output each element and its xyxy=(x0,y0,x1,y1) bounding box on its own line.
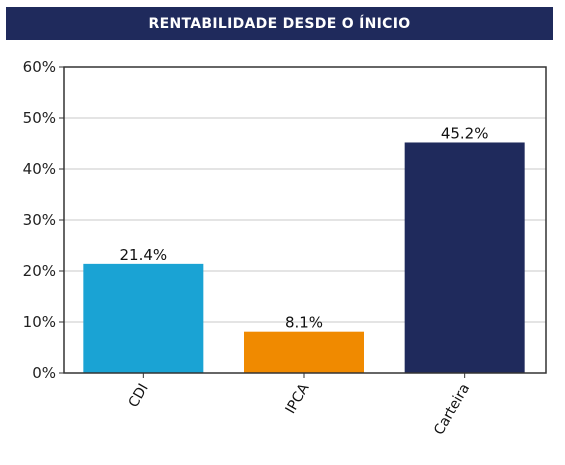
bar-cdi xyxy=(83,263,204,373)
bars xyxy=(83,142,525,373)
bar-ipca xyxy=(244,331,364,373)
category-labels: CDI IPCA Carteira xyxy=(126,373,473,438)
category-label-ipca: IPCA xyxy=(283,381,313,417)
y-tick-label: 10% xyxy=(23,313,56,331)
data-labels: 21.4% 8.1% 45.2% xyxy=(120,124,489,331)
y-tick-label: 30% xyxy=(23,211,56,229)
bar-carteira xyxy=(404,142,525,373)
data-label-carteira: 45.2% xyxy=(441,124,489,142)
y-tick-label: 0% xyxy=(32,364,56,382)
y-tick-label: 60% xyxy=(23,58,56,76)
data-label-ipca: 8.1% xyxy=(285,314,323,332)
y-axis-ticks: 0% 10% 20% 30% 40% 50% 60% xyxy=(23,58,64,382)
data-label-cdi: 21.4% xyxy=(120,246,168,264)
category-label-cdi: CDI xyxy=(126,381,152,410)
y-tick-label: 50% xyxy=(23,109,56,127)
y-tick-label: 20% xyxy=(23,262,56,280)
category-label-carteira: Carteira xyxy=(431,381,473,438)
y-tick-label: 40% xyxy=(23,160,56,178)
chart-title: RENTABILIDADE DESDE O ÍNICIO xyxy=(6,7,553,40)
